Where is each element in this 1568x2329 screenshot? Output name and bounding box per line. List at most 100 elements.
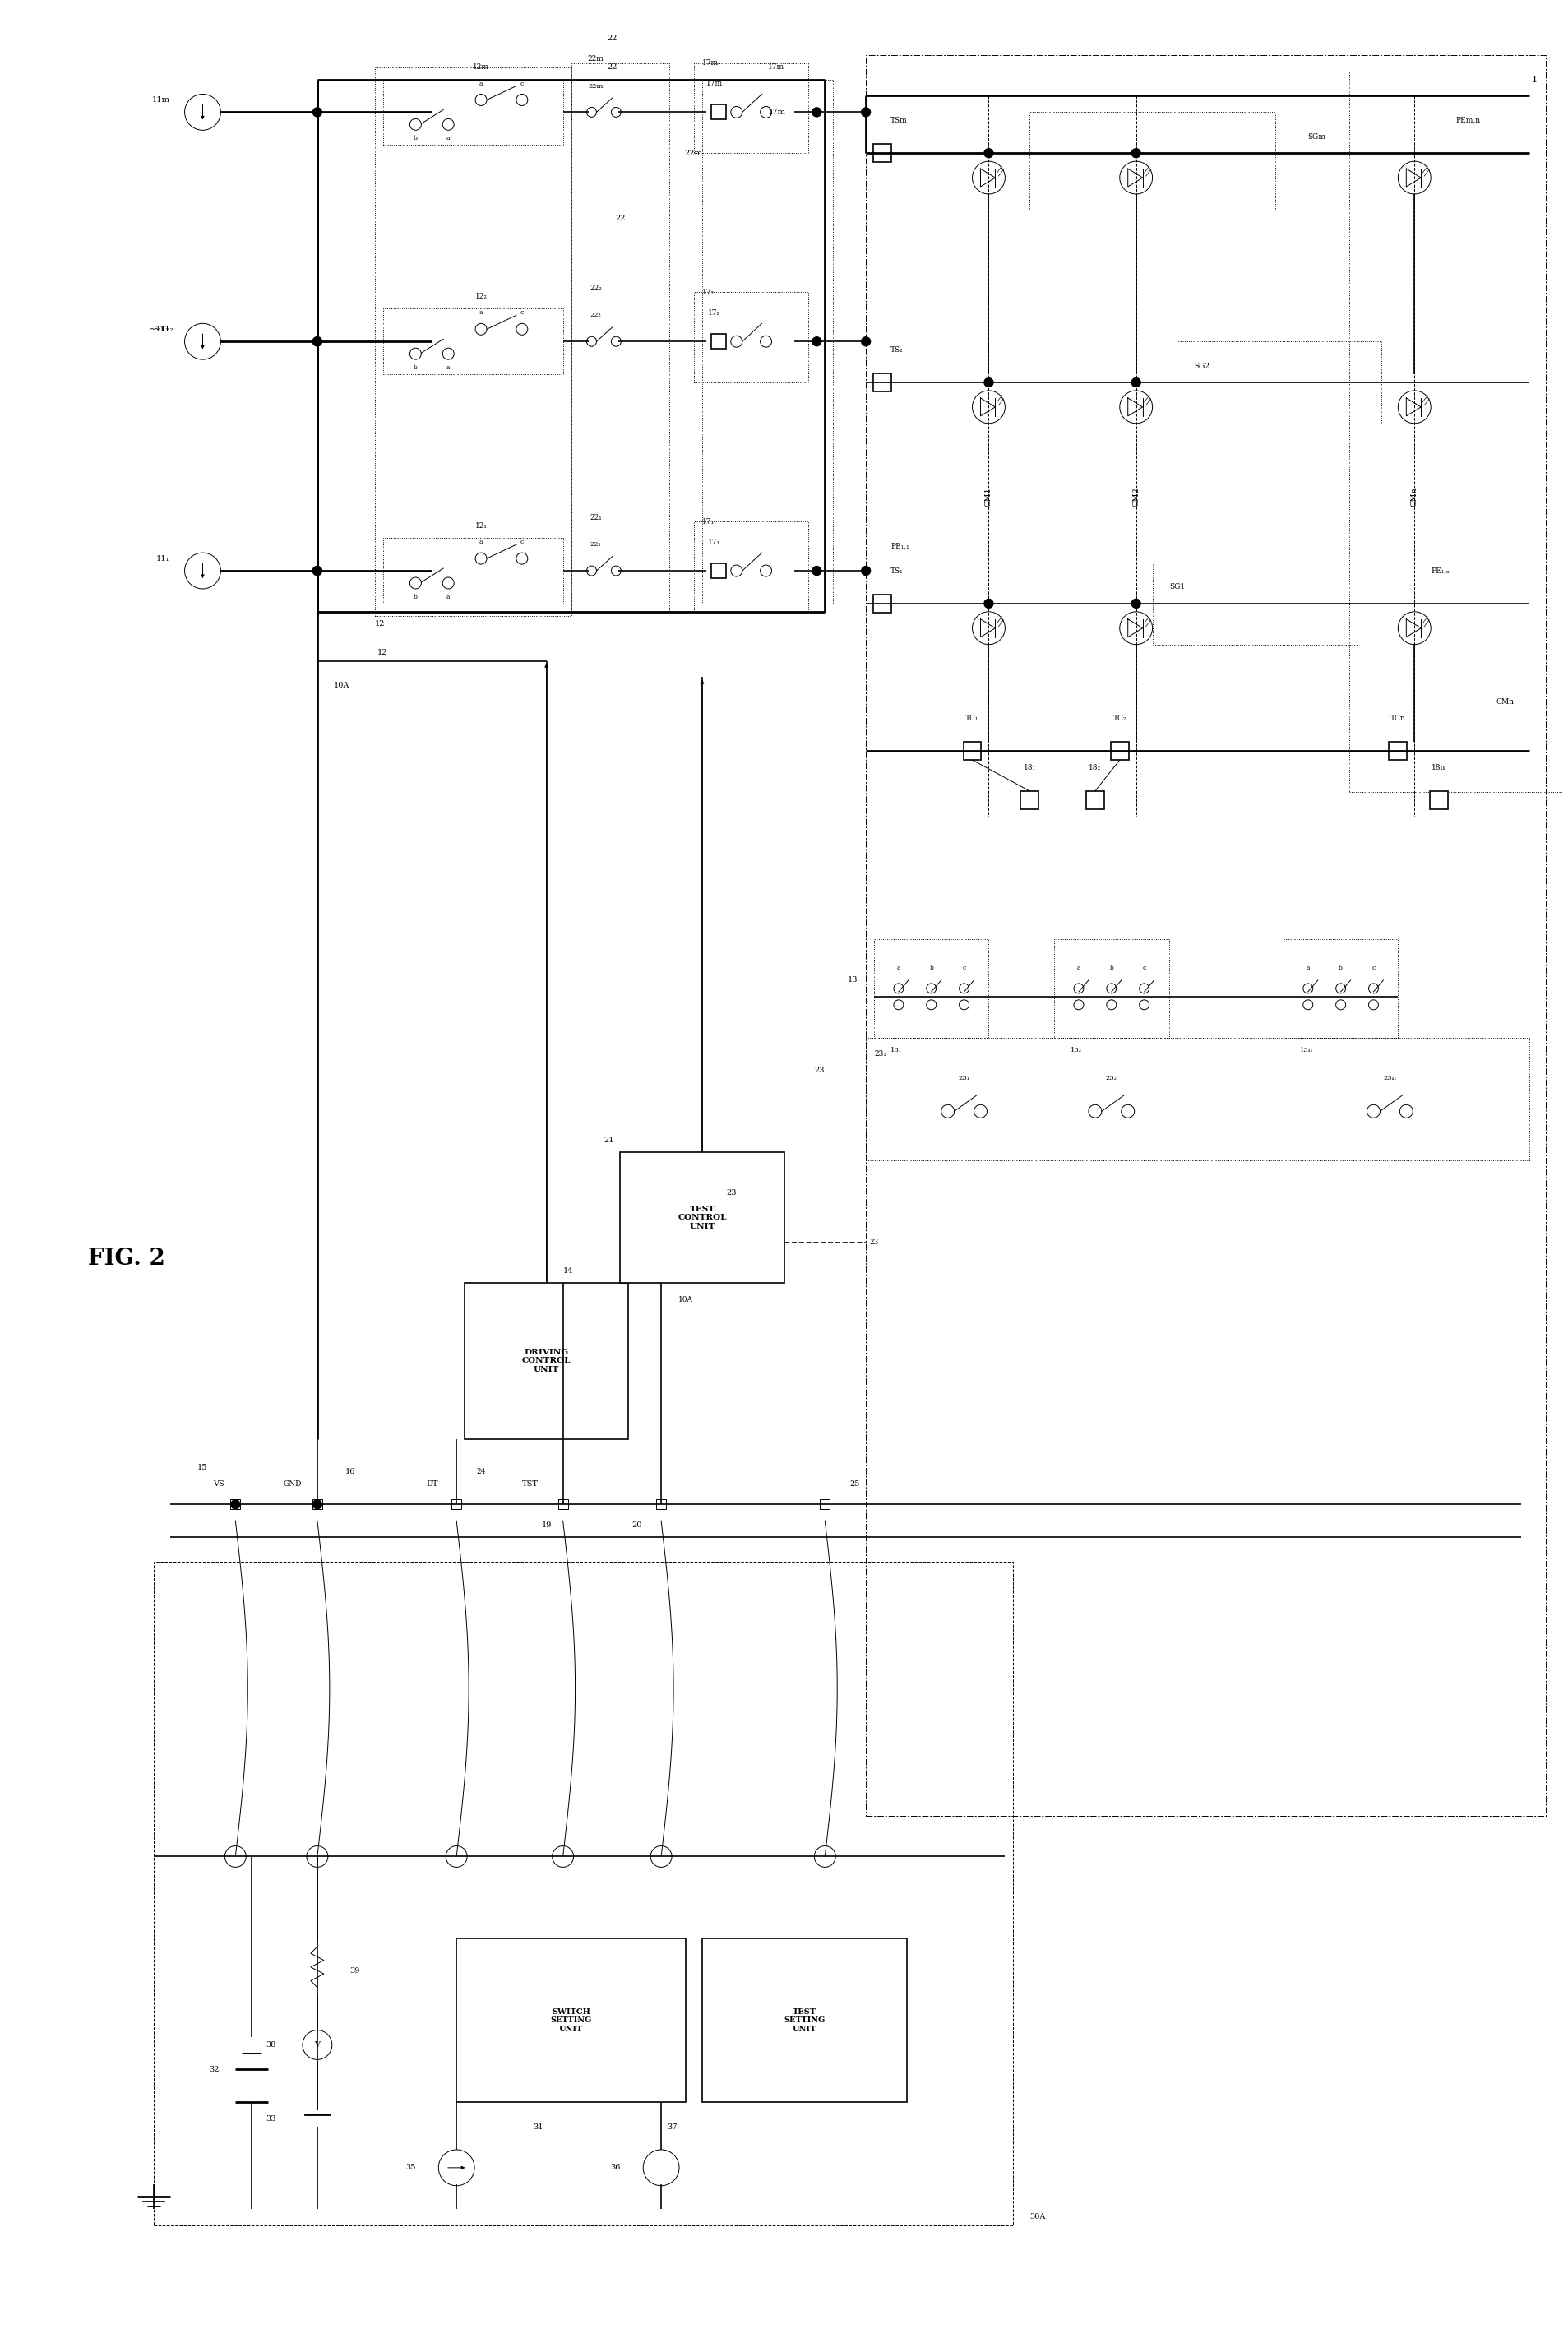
Circle shape bbox=[1336, 999, 1345, 1011]
Circle shape bbox=[1336, 983, 1345, 994]
Bar bbox=[712, 105, 726, 119]
Circle shape bbox=[812, 107, 822, 116]
Circle shape bbox=[731, 566, 742, 578]
Text: 12m: 12m bbox=[474, 63, 489, 70]
Text: 12₁: 12₁ bbox=[475, 522, 488, 529]
Text: 15: 15 bbox=[198, 1465, 207, 1472]
Text: 35: 35 bbox=[406, 2164, 416, 2171]
Circle shape bbox=[861, 566, 870, 575]
Circle shape bbox=[972, 613, 1005, 645]
Text: 14: 14 bbox=[563, 1267, 574, 1274]
Circle shape bbox=[230, 1500, 240, 1509]
Text: TEST
SETTING
UNIT: TEST SETTING UNIT bbox=[784, 2008, 825, 2033]
Text: 1: 1 bbox=[1532, 75, 1537, 84]
Bar bbox=[1284, 939, 1399, 1036]
Circle shape bbox=[303, 2031, 332, 2059]
Bar bbox=[820, 1500, 829, 1509]
Text: 22m: 22m bbox=[588, 82, 604, 89]
Circle shape bbox=[552, 1847, 574, 1868]
Text: TS₂: TS₂ bbox=[891, 347, 903, 354]
Text: c: c bbox=[521, 79, 524, 86]
Circle shape bbox=[312, 1500, 321, 1509]
Bar bbox=[1430, 792, 1447, 808]
Text: a: a bbox=[480, 310, 483, 317]
Bar bbox=[1087, 792, 1104, 808]
Text: 22₁: 22₁ bbox=[590, 515, 602, 522]
Circle shape bbox=[1369, 999, 1378, 1011]
Text: 12₂: 12₂ bbox=[475, 293, 488, 300]
Circle shape bbox=[731, 107, 742, 119]
Text: a: a bbox=[447, 594, 450, 601]
Circle shape bbox=[516, 324, 528, 335]
Bar bbox=[1348, 72, 1568, 792]
Circle shape bbox=[185, 324, 221, 359]
Text: 17₂: 17₂ bbox=[709, 310, 721, 317]
Circle shape bbox=[1140, 983, 1149, 994]
Text: DT: DT bbox=[426, 1481, 437, 1488]
Bar bbox=[873, 594, 891, 613]
Circle shape bbox=[1120, 391, 1152, 424]
Text: 22: 22 bbox=[607, 35, 618, 42]
Circle shape bbox=[612, 566, 621, 575]
Text: 17m: 17m bbox=[768, 109, 786, 116]
Text: 10A: 10A bbox=[334, 682, 350, 689]
Text: 18₂: 18₂ bbox=[1088, 764, 1101, 771]
Text: TEST
CONTROL
UNIT: TEST CONTROL UNIT bbox=[677, 1206, 726, 1230]
Bar bbox=[1152, 564, 1358, 645]
Text: a: a bbox=[447, 363, 450, 370]
Text: 23: 23 bbox=[869, 1239, 878, 1246]
Bar bbox=[1178, 342, 1381, 424]
Circle shape bbox=[1120, 613, 1152, 645]
Text: CM1: CM1 bbox=[985, 487, 993, 508]
Bar bbox=[558, 1500, 568, 1509]
Bar bbox=[1110, 743, 1129, 759]
Circle shape bbox=[312, 566, 321, 575]
Text: TS₁: TS₁ bbox=[891, 566, 903, 575]
Text: ~11₂: ~11₂ bbox=[154, 326, 174, 333]
Text: 17m: 17m bbox=[706, 79, 723, 86]
Bar bbox=[456, 1938, 685, 2103]
Bar bbox=[873, 939, 989, 1036]
Circle shape bbox=[185, 552, 221, 589]
Circle shape bbox=[1132, 377, 1140, 387]
Circle shape bbox=[475, 93, 486, 105]
Bar bbox=[464, 1283, 629, 1439]
Bar bbox=[1054, 939, 1168, 1036]
Text: SWITCH
SETTING
UNIT: SWITCH SETTING UNIT bbox=[550, 2008, 591, 2033]
Bar bbox=[154, 1563, 1013, 2224]
Circle shape bbox=[1120, 161, 1152, 193]
Circle shape bbox=[812, 566, 822, 575]
Text: TSm: TSm bbox=[891, 116, 908, 123]
Text: b: b bbox=[930, 964, 933, 971]
Circle shape bbox=[985, 599, 993, 608]
Circle shape bbox=[1399, 161, 1432, 193]
Bar bbox=[657, 1500, 666, 1509]
Circle shape bbox=[516, 93, 528, 105]
Circle shape bbox=[960, 983, 969, 994]
Circle shape bbox=[612, 338, 621, 347]
Text: 23₂: 23₂ bbox=[1105, 1076, 1118, 1081]
Text: 22m: 22m bbox=[684, 149, 702, 156]
Text: 22₁: 22₁ bbox=[590, 540, 602, 547]
Text: 17m: 17m bbox=[768, 63, 784, 70]
Bar bbox=[1030, 112, 1275, 210]
Circle shape bbox=[894, 983, 903, 994]
Circle shape bbox=[409, 119, 422, 130]
Text: 22₂: 22₂ bbox=[590, 312, 602, 319]
Text: a: a bbox=[480, 79, 483, 86]
Text: SG1: SG1 bbox=[1170, 585, 1185, 592]
Bar bbox=[383, 79, 563, 144]
Circle shape bbox=[760, 335, 771, 347]
Text: TST: TST bbox=[522, 1481, 538, 1488]
Bar bbox=[695, 63, 809, 154]
Bar bbox=[452, 1500, 461, 1509]
Circle shape bbox=[861, 338, 870, 347]
Circle shape bbox=[1400, 1104, 1413, 1118]
Circle shape bbox=[643, 2150, 679, 2185]
Circle shape bbox=[516, 552, 528, 564]
Circle shape bbox=[442, 119, 455, 130]
Circle shape bbox=[442, 347, 455, 359]
Text: c: c bbox=[963, 964, 966, 971]
Text: c: c bbox=[521, 538, 524, 545]
Text: TC₂: TC₂ bbox=[1113, 715, 1126, 722]
